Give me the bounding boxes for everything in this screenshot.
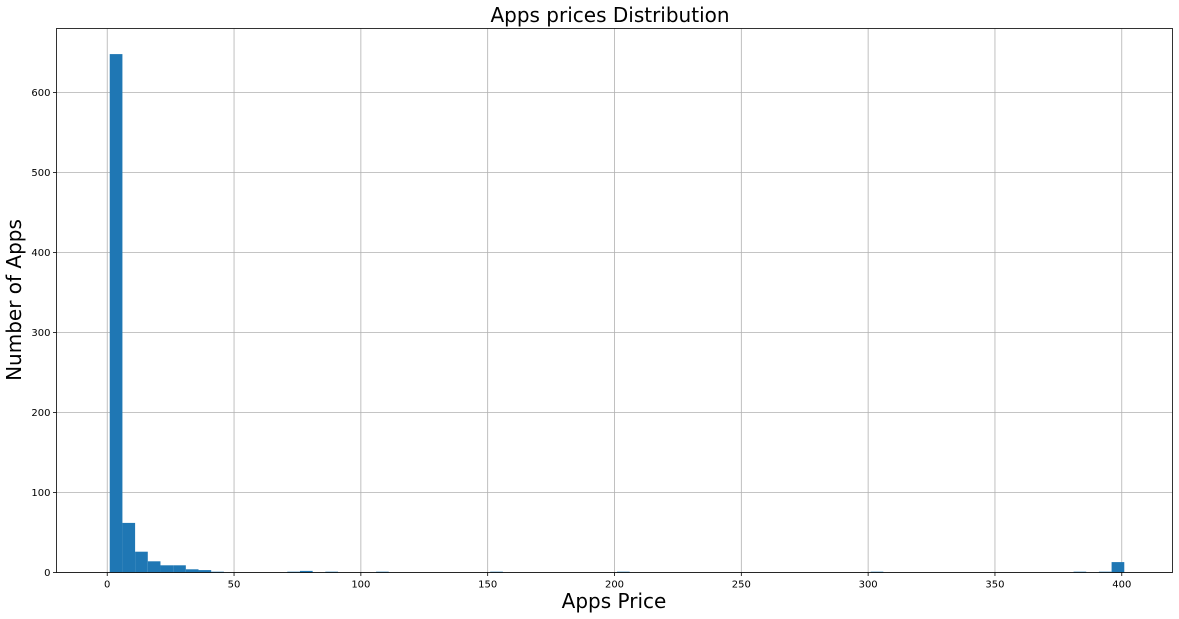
histogram-bar-13 — [490, 571, 503, 573]
histogram-bar-15 — [870, 571, 884, 573]
histogram-bar-11 — [325, 571, 339, 573]
y-tick-label-6: 600 — [31, 88, 50, 99]
histogram-bar-4 — [160, 565, 174, 573]
histogram-bar-8 — [211, 571, 224, 573]
x-tick-label-6: 300 — [859, 580, 878, 591]
x-tick-label-2: 100 — [351, 580, 370, 591]
x-tick-label-5: 250 — [732, 580, 751, 591]
x-tick-label-4: 200 — [605, 580, 624, 591]
x-tick-label-3: 150 — [478, 580, 497, 591]
y-tick-label-4: 400 — [31, 248, 50, 259]
histogram-bar-18 — [1111, 562, 1125, 573]
histogram-bar-17 — [1098, 571, 1112, 573]
x-tick-label-8: 400 — [1112, 580, 1131, 591]
y-tick-label-1: 100 — [31, 488, 50, 499]
histogram-bar-7 — [198, 570, 212, 573]
y-axis-label: Number of Apps — [2, 219, 26, 381]
histogram-bar-9 — [287, 571, 300, 573]
histogram-bar-5 — [173, 565, 186, 573]
x-axis-label: Apps Price — [562, 589, 667, 613]
y-tick-label-0: 0 — [44, 568, 50, 579]
x-tick-label-7: 350 — [985, 580, 1004, 591]
y-tick-label-5: 500 — [31, 168, 50, 179]
x-tick-label-1: 50 — [228, 580, 241, 591]
histogram-bar-16 — [1073, 571, 1087, 573]
histogram-bar-14 — [617, 571, 630, 573]
chart-title: Apps prices Distribution — [490, 3, 729, 27]
y-tick-label-2: 200 — [31, 408, 50, 419]
histogram-bars — [109, 54, 1125, 573]
histogram-bar-12 — [376, 571, 389, 573]
grid-lines — [56, 28, 1173, 573]
plot-frame — [56, 28, 1173, 573]
histogram-bar-3 — [147, 561, 161, 573]
histogram-bar-0 — [109, 54, 123, 573]
histogram-bar-1 — [122, 522, 136, 573]
y-tick-label-3: 300 — [31, 328, 50, 339]
axis-ticks: 0 50 100 150 200 250 300 350 400 0 100 200 300 400 500… — [31, 88, 1131, 591]
histogram-bar-10 — [299, 570, 313, 573]
x-tick-label-0: 0 — [104, 580, 110, 591]
histogram-bar-6 — [185, 569, 199, 573]
histogram-bar-2 — [135, 551, 148, 573]
